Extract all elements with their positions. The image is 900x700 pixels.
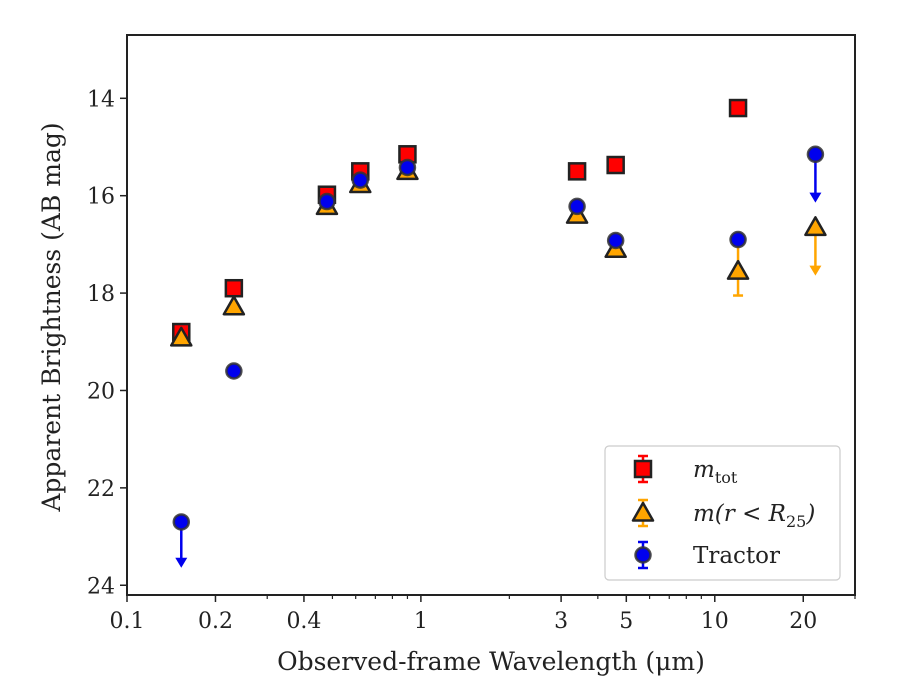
legend-marker-m-tot (633, 459, 653, 479)
series-tractor (172, 145, 825, 568)
chart-marks (170, 98, 827, 568)
data-point (567, 162, 587, 181)
data-point (170, 326, 193, 347)
series-m-r-r25 (170, 160, 827, 347)
y-tick-label: 24 (87, 574, 115, 599)
data-point (728, 98, 748, 118)
series-m-tot (172, 98, 748, 342)
limit-arrow-head (175, 557, 188, 568)
x-tick-label: 1 (414, 609, 428, 634)
data-point (318, 192, 336, 211)
y-tick-label: 14 (87, 87, 115, 112)
data-point (606, 231, 625, 250)
legend-label-m-r-r25: m(r < R25) (693, 501, 815, 531)
legend-box (604, 445, 841, 581)
legend: mtot m(r < R25) Tractor (604, 445, 841, 581)
legend-marker-m-r-r25 (631, 501, 655, 522)
x-tick-label: 0.2 (198, 609, 233, 634)
data-point (398, 158, 417, 177)
legend-label-tractor: Tractor (693, 543, 780, 569)
y-tick-label: 16 (87, 185, 115, 210)
x-tick-label: 0.4 (286, 609, 321, 634)
data-point (225, 362, 243, 380)
data-point (172, 513, 191, 531)
x-tick-label: 5 (619, 609, 633, 634)
x-axis: 0.1 0.2 0.4 1 3 5 10 20 (110, 595, 856, 634)
y-tick-label: 20 (87, 379, 115, 404)
plot-frame (126, 34, 856, 596)
data-point (804, 216, 827, 237)
x-tick-label: 20 (789, 609, 817, 634)
legend-label-m-tot: mtot (693, 457, 738, 487)
data-point (351, 171, 370, 189)
data-point (222, 295, 246, 316)
data-point (568, 197, 586, 216)
data-point (729, 230, 747, 249)
x-tick-label: 0.1 (110, 609, 145, 634)
y-tick-label: 18 (87, 282, 115, 307)
limit-arrow-head (809, 265, 822, 276)
y-axis-label: Apparent Brightness (AB mag) (37, 122, 66, 512)
x-axis-label: Observed-frame Wavelength (μm) (277, 647, 705, 676)
data-point (606, 155, 625, 175)
x-tick-label: 3 (554, 609, 568, 634)
y-axis: 14 16 18 20 22 24 (87, 87, 127, 599)
data-point (726, 259, 750, 280)
data-point (224, 278, 244, 298)
legend-marker-tractor (634, 546, 652, 564)
x-tick-label: 10 (701, 609, 729, 634)
data-point (806, 145, 825, 164)
y-tick-label: 22 (87, 477, 115, 502)
limit-arrow-head (809, 192, 822, 203)
